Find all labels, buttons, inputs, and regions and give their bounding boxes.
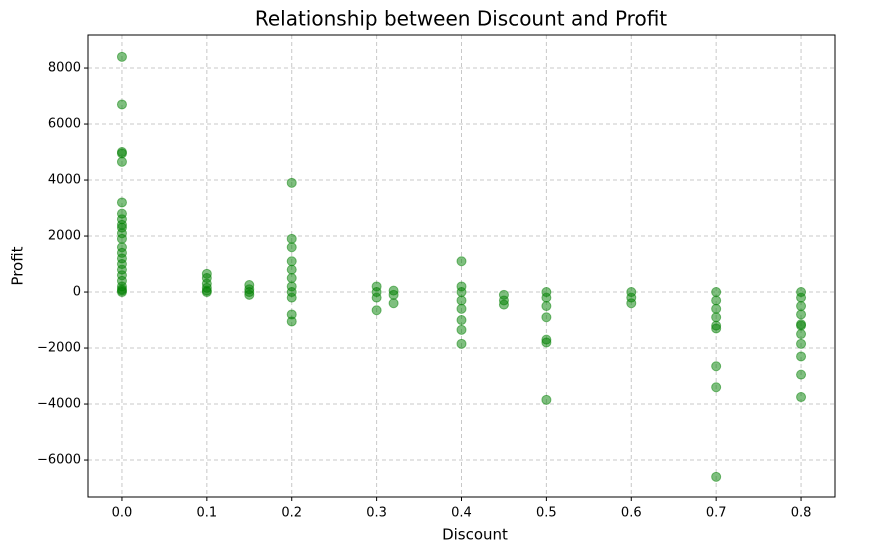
x-tick-label: 0.1 [196,506,217,521]
point [286,264,297,275]
point [796,338,807,349]
x-tick-label: 0.6 [621,506,642,521]
point [286,233,297,244]
y-tick-label: 4000 [48,173,81,188]
point [456,315,467,326]
point [116,99,127,110]
y-tick-label: 2000 [48,229,81,244]
point [796,309,807,320]
point [711,471,722,482]
y-tick-label: −4000 [37,397,81,412]
point [541,292,552,303]
point [388,289,399,300]
point [796,301,807,312]
point [286,242,297,253]
x-tick-label: 0.3 [366,506,387,521]
point [116,51,127,62]
point [796,329,807,340]
point [796,392,807,403]
point [711,382,722,393]
point [286,292,297,303]
point [711,303,722,314]
y-tick-label: 6000 [48,117,81,132]
point [796,320,807,331]
y-axis-label: Profit [9,246,27,285]
point [286,273,297,284]
x-tick-label: 0.7 [706,506,727,521]
point [116,156,127,167]
point [456,256,467,267]
point [498,299,509,310]
point [456,324,467,335]
y-tick-label: 0 [73,285,81,300]
x-tick-label: 0.8 [791,506,812,521]
point [711,295,722,306]
point [541,301,552,312]
x-tick-label: 0.0 [112,506,133,521]
y-tick-label: −6000 [37,453,81,468]
y-tick-label: −2000 [37,341,81,356]
point [711,312,722,323]
x-axis-label: Discount [442,526,508,544]
point [388,298,399,309]
y-tick-label: 8000 [48,61,81,76]
point [541,312,552,323]
point [711,323,722,334]
point [711,361,722,372]
point [371,292,382,303]
point [286,256,297,267]
point [116,233,127,244]
point [456,287,467,298]
plot-frame [87,34,836,498]
x-tick-label: 0.5 [536,506,557,521]
point [116,148,127,159]
point [116,197,127,208]
point [456,295,467,306]
point [286,316,297,327]
point [711,287,722,298]
point [116,285,127,296]
point [541,394,552,405]
point [626,298,637,309]
x-tick-label: 0.2 [281,506,302,521]
x-tick-label: 0.4 [451,506,472,521]
point [796,292,807,303]
point [244,289,255,300]
point [201,287,212,298]
point [286,177,297,188]
point [796,369,807,380]
point [456,303,467,314]
chart-title: Relationship between Discount and Profit [255,7,667,31]
point [796,351,807,362]
point [541,337,552,348]
point [371,305,382,316]
point [456,338,467,349]
